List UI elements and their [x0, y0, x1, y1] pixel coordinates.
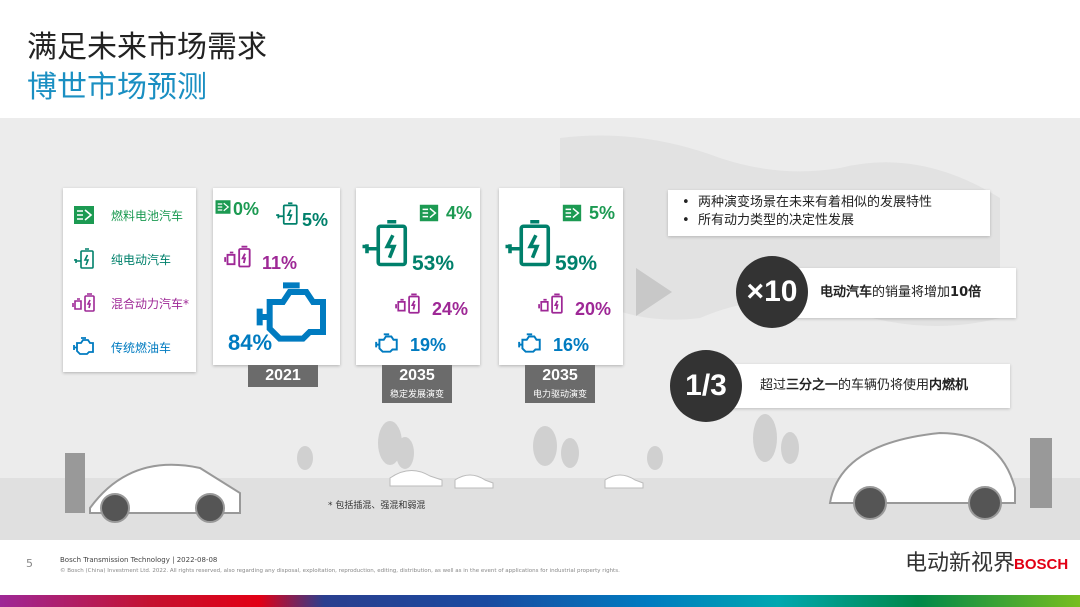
legend-icon — [72, 203, 96, 227]
fuel-cell-share: 5% — [589, 203, 616, 223]
hybrid-share: 11% — [262, 253, 298, 273]
bev-share: 5% — [302, 210, 329, 230]
bev-share: 53% — [412, 252, 455, 275]
icon — [218, 242, 258, 270]
callout-text: 10倍 — [950, 285, 982, 300]
logo: BOSCH — [1014, 556, 1069, 573]
scenario-card — [499, 188, 623, 365]
callout-text: 内燃机 — [929, 378, 969, 393]
year-tab: 2035 电力驱动演变 — [525, 365, 595, 403]
bev-share: 59% — [555, 252, 598, 275]
icon — [214, 198, 232, 216]
bullet: • 两种演变场景在未来有着相似的发展特性 — [682, 195, 932, 210]
icon — [368, 330, 406, 356]
ice-share: 16% — [553, 335, 590, 355]
legend-item: 混合动力汽车* — [111, 297, 190, 311]
icon — [531, 290, 571, 316]
scenario-label: 稳定发展演变 — [389, 389, 444, 399]
icon — [418, 202, 440, 224]
callout-text: 三分之一 — [786, 378, 839, 393]
callout-badge: ×10 — [736, 256, 808, 328]
icon — [501, 212, 555, 272]
icon — [358, 212, 412, 272]
hybrid-share: 20% — [575, 299, 612, 319]
fuel-cell-share: 4% — [446, 203, 473, 223]
legend-icon — [72, 334, 96, 358]
icon — [511, 330, 549, 356]
bullet-box: • 两种演变场景在未来有着相似的发展特性 • 所有动力类型的决定性发展 — [668, 190, 990, 236]
bullet-text: 两种演变场景在未来有着相似的发展特性 — [697, 195, 932, 210]
legend-item: 燃料电池汽车 — [111, 209, 184, 223]
callout-text: 的车辆仍将使用 — [838, 378, 930, 393]
year-tab: 2035 稳定发展演变 — [382, 365, 452, 403]
watermark: 电动新视界 — [905, 551, 1016, 576]
legend-item: 传统燃油车 — [111, 341, 172, 355]
page-number: 5 — [26, 557, 33, 570]
icon — [274, 200, 300, 226]
icon — [388, 290, 428, 316]
icon — [561, 202, 583, 224]
scenario-card — [356, 188, 480, 365]
legend-icon — [72, 290, 96, 314]
ice-share: 19% — [410, 335, 447, 355]
footer-copyright: © Bosch (China) Investment Ltd. 2022. Al… — [60, 568, 620, 574]
footer-line: Bosch Transmission Technology | 2022-08-… — [60, 556, 218, 564]
ice-share: 84% — [228, 330, 273, 355]
callout-text: 超过 — [760, 378, 787, 393]
subtitle: 博世市场预测 — [27, 70, 207, 105]
bullet-text: 所有动力类型的决定性发展 — [697, 213, 854, 228]
callout: 电动汽车的销量将增加10倍 — [790, 268, 1016, 318]
legend-icon — [72, 246, 96, 270]
scenario-label: 电力驱动演变 — [532, 389, 587, 399]
fuel-cell-share: 0% — [233, 199, 260, 219]
hybrid-share: 24% — [432, 299, 469, 319]
callout-text: 的销量将增加 — [872, 285, 951, 300]
legend-item: 纯电动汽车 — [111, 253, 172, 267]
footnote: * 包括插混、强混和弱混 — [328, 501, 426, 511]
callout-text: 电动汽车 — [820, 285, 873, 300]
bullet: • 所有动力类型的决定性发展 — [682, 213, 854, 228]
year: 2035 — [399, 367, 435, 384]
title: 满足未来市场需求 — [27, 30, 267, 65]
year: 2035 — [542, 367, 578, 384]
callout: 超过三分之一的车辆仍将使用内燃机 — [730, 364, 1010, 408]
color-bar — [0, 595, 1080, 607]
callout-badge: 1/3 — [670, 350, 742, 422]
year-tab: 2021 — [248, 365, 318, 387]
